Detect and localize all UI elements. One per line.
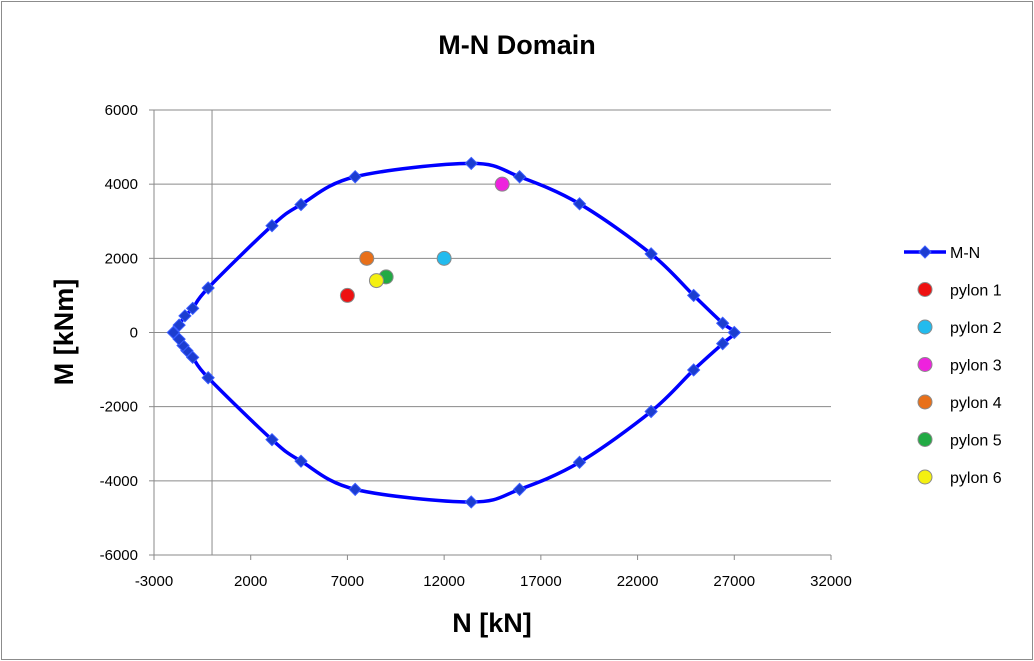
mn-data-point bbox=[715, 316, 730, 330]
mn-data-point bbox=[686, 363, 701, 377]
pylon-2-point bbox=[436, 250, 452, 266]
tick-labels: -6000 -4000 -2000 0 2000 4000 6000 -3000 2000 700… bbox=[100, 102, 852, 590]
mn-data-point bbox=[185, 301, 200, 316]
mn-data-point bbox=[686, 288, 701, 303]
pylon-3-point bbox=[494, 176, 510, 192]
legend-marker-pylon-1 bbox=[917, 282, 933, 297]
mn-data-point bbox=[644, 247, 658, 261]
mn-data-point bbox=[715, 336, 730, 351]
x-tick-label: 27000 bbox=[713, 573, 755, 590]
legend-label-pylon-1: pylon 1 bbox=[950, 283, 1002, 300]
mn-data-point bbox=[572, 455, 587, 469]
mn-data-point bbox=[166, 325, 181, 340]
y-tick-label: 6000 bbox=[105, 102, 138, 119]
x-tick-label: 17000 bbox=[520, 573, 562, 590]
pylon-1-point bbox=[339, 287, 355, 303]
legend-marker-pylon-6 bbox=[917, 469, 933, 485]
y-tick-label: 4000 bbox=[105, 176, 138, 193]
series-layer bbox=[166, 156, 741, 509]
legend: M-N pylon 1 pylon 2 pylon 3 pylon 4 pylon 5 py… bbox=[904, 245, 1002, 487]
x-tick-label: 32000 bbox=[810, 573, 852, 590]
mn-data-point bbox=[348, 170, 362, 184]
y-tick-label: -2000 bbox=[100, 399, 138, 416]
mn-data-point bbox=[178, 309, 192, 323]
mn-data-point bbox=[727, 325, 741, 340]
mn-data-point bbox=[572, 197, 587, 211]
y-axis-title: M [kNm] bbox=[49, 279, 79, 386]
mn-data-point bbox=[265, 432, 279, 447]
mn-data-point bbox=[644, 404, 658, 419]
x-tick-label: 22000 bbox=[617, 573, 659, 590]
grid-layer bbox=[149, 109, 832, 560]
legend-marker-pylon-4 bbox=[917, 394, 933, 410]
mn-data-point bbox=[294, 454, 308, 468]
y-tick-label: -4000 bbox=[100, 473, 138, 490]
y-tick-label: 2000 bbox=[105, 250, 138, 267]
legend-marker-pylon-5 bbox=[917, 432, 933, 447]
legend-label-pylon-3: pylon 3 bbox=[950, 358, 1002, 375]
pylon-6-point bbox=[368, 273, 384, 289]
y-tick-label: -6000 bbox=[100, 547, 138, 564]
mn-data-point bbox=[172, 318, 186, 332]
legend-label-m-n: M-N bbox=[950, 245, 980, 262]
legend-marker-pylon-3 bbox=[917, 357, 933, 372]
legend-label-pylon-6: pylon 6 bbox=[950, 470, 1002, 487]
x-tick-label: 12000 bbox=[423, 573, 465, 590]
mn-data-point bbox=[512, 170, 527, 184]
mn-data-point bbox=[265, 218, 279, 233]
legend-label-pylon-4: pylon 4 bbox=[950, 395, 1002, 412]
y-tick-label: 0 bbox=[130, 325, 138, 342]
mn-data-point bbox=[512, 482, 527, 497]
x-tick-label: 7000 bbox=[331, 573, 364, 590]
mn-data-point bbox=[348, 482, 362, 497]
x-tick-label: 2000 bbox=[234, 573, 267, 590]
mn-data-point bbox=[464, 156, 478, 171]
mn-data-point bbox=[294, 197, 308, 212]
legend-marker-m-n bbox=[918, 245, 932, 259]
mn-data-point bbox=[201, 281, 215, 295]
legend-label-pylon-2: pylon 2 bbox=[950, 320, 1002, 337]
x-tick-label: -3000 bbox=[135, 573, 173, 590]
pylon-4-point bbox=[359, 250, 375, 266]
x-axis-title: N [kN] bbox=[452, 608, 532, 638]
mn-data-point bbox=[201, 371, 215, 385]
legend-label-pylon-5: pylon 5 bbox=[950, 433, 1002, 450]
chart-title: M-N Domain bbox=[438, 30, 596, 60]
legend-marker-pylon-2 bbox=[917, 319, 933, 335]
mn-data-point bbox=[464, 495, 478, 509]
